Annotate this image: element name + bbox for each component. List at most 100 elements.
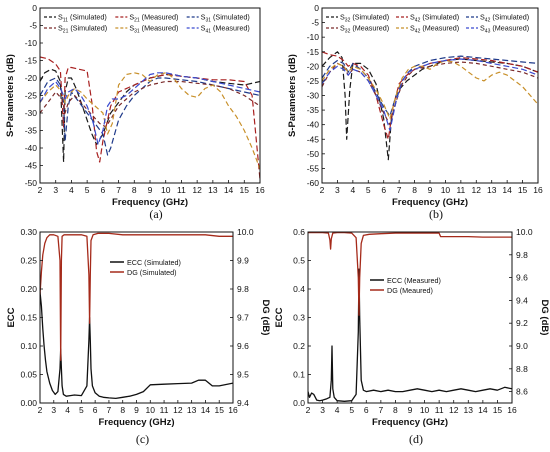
series-group bbox=[308, 232, 512, 402]
x-tick-label: 11 bbox=[160, 405, 169, 415]
x-tick-label: 2 bbox=[38, 185, 43, 195]
x-tick-label: 3 bbox=[51, 405, 56, 415]
y-tick-label: 0.05 bbox=[20, 370, 37, 380]
panel-label: (a) bbox=[149, 207, 162, 221]
x-tick-label: 5 bbox=[79, 405, 84, 415]
series-line-c-0 bbox=[40, 291, 233, 400]
y2-tick-label: 9.7 bbox=[237, 313, 249, 323]
x-tick-label: 6 bbox=[364, 405, 369, 415]
y2-tick-label: 9.8 bbox=[516, 250, 528, 260]
x-tick-label: 15 bbox=[240, 185, 250, 195]
y-tick-label: -10 bbox=[25, 38, 38, 48]
legend-subscript: 31 bbox=[134, 29, 140, 35]
series-line-b-2 bbox=[322, 55, 538, 117]
y-tick-label: 0.1 bbox=[293, 370, 305, 380]
y-tick-label: -30 bbox=[307, 91, 320, 101]
x-tick-label: 10 bbox=[161, 185, 171, 195]
y2-tick-label: 9.4 bbox=[516, 295, 528, 305]
plot-frame bbox=[321, 7, 539, 184]
x-tick-label: 15 bbox=[493, 405, 503, 415]
legend-subscript: 31 bbox=[205, 18, 211, 24]
x-tick-label: 14 bbox=[478, 405, 488, 415]
legend-symbol: S bbox=[58, 24, 63, 33]
y-tick-label: 0.00 bbox=[20, 398, 37, 408]
legend: S11 (Simulated) S21 (Measured) S31 (Simula… bbox=[44, 13, 250, 35]
legend-entry: S32 (Measured) bbox=[340, 24, 389, 35]
x-tick-label: 3 bbox=[53, 185, 58, 195]
x-tick-label: 16 bbox=[255, 185, 265, 195]
legend-symbol: S bbox=[410, 24, 415, 33]
panel-label: (b) bbox=[429, 207, 443, 221]
y-tick-label: -15 bbox=[25, 56, 38, 66]
series-group bbox=[322, 51, 538, 161]
x-tick-label: 3 bbox=[335, 185, 340, 195]
y2-tick-label: 9.4 bbox=[237, 398, 249, 408]
legend-entry: ECC (Measured) bbox=[387, 276, 441, 285]
series-group bbox=[40, 232, 233, 400]
legend-symbol: S bbox=[129, 24, 134, 33]
legend-subscript: 41 bbox=[205, 29, 211, 35]
y2-tick-label: 8.8 bbox=[516, 364, 528, 374]
y-tick-label: -10 bbox=[307, 32, 320, 42]
x-axis-title: Frequency (GHz) bbox=[98, 417, 174, 428]
y2-axis-title: DG (dB) bbox=[260, 300, 271, 336]
legend-symbol: S bbox=[480, 13, 485, 22]
y2-tick-label: 9.6 bbox=[237, 341, 249, 351]
series-line-a-1 bbox=[40, 56, 260, 180]
legend-entry: S42 (Measured) bbox=[410, 24, 459, 35]
plot-frame bbox=[39, 7, 261, 184]
plot-frame bbox=[307, 231, 513, 404]
y-tick-label: -25 bbox=[307, 76, 320, 86]
x-tick-label: 9 bbox=[134, 405, 139, 415]
y-tick-label: 0 bbox=[314, 3, 319, 13]
y-tick-label: -45 bbox=[307, 134, 320, 144]
x-tick-label: 13 bbox=[187, 405, 197, 415]
y-tick-label: 0.10 bbox=[20, 341, 37, 351]
legend-subscript: 42 bbox=[415, 18, 421, 24]
x-tick-label: 14 bbox=[201, 405, 211, 415]
x-tick-label: 16 bbox=[228, 405, 238, 415]
y-tick-label: -20 bbox=[25, 73, 38, 83]
series-line-b-3 bbox=[322, 61, 538, 126]
legend-subscript: 42 bbox=[485, 18, 491, 24]
x-tick-label: 8 bbox=[393, 405, 398, 415]
x-tick-label: 9 bbox=[408, 405, 413, 415]
y-tick-label: 0.4 bbox=[293, 284, 305, 294]
legend: S32 (Simulated) S42 (Simulated) S42 (Simul… bbox=[326, 13, 529, 35]
y2-tick-label: 9.5 bbox=[237, 370, 249, 380]
series-line-a-5 bbox=[40, 72, 260, 146]
x-tick-label: 10 bbox=[420, 405, 430, 415]
legend-entry: S41 (Measured) bbox=[201, 24, 250, 35]
x-tick-label: 8 bbox=[120, 405, 125, 415]
x-tick-label: 7 bbox=[378, 405, 383, 415]
x-tick-label: 3 bbox=[320, 405, 325, 415]
y-tick-label: -45 bbox=[25, 161, 38, 171]
x-tick-label: 16 bbox=[507, 405, 517, 415]
x-tick-label: 5 bbox=[349, 405, 354, 415]
legend-entry: S42 (Simulated) bbox=[410, 13, 459, 24]
x-tick-label: 11 bbox=[435, 405, 444, 415]
x-tick-label: 13 bbox=[208, 185, 218, 195]
y2-tick-label: 10.0 bbox=[237, 227, 254, 237]
legend-tag: (Measured) bbox=[490, 24, 529, 33]
x-tick-label: 15 bbox=[518, 185, 528, 195]
chart-d: 2 3 4 5 6 7 8 9 10 11 12 13 14 15 16 0.0 0.1 0.2 0.3 0.4 0.5… bbox=[274, 227, 550, 446]
legend-tag: (Measured) bbox=[350, 24, 389, 33]
series-line-d-0 bbox=[308, 268, 512, 402]
x-tick-label: 8 bbox=[132, 185, 137, 195]
legend-subscript: 11 bbox=[63, 18, 68, 24]
y-tick-label: 0.20 bbox=[20, 284, 37, 294]
series-line-d-1 bbox=[308, 232, 512, 316]
y-tick-label: 0.15 bbox=[20, 313, 37, 323]
x-tick-label: 16 bbox=[533, 185, 543, 195]
x-tick-label: 4 bbox=[69, 185, 74, 195]
x-tick-label: 2 bbox=[38, 405, 43, 415]
legend-entry: S11 (Simulated) bbox=[58, 13, 107, 24]
legend-entry: S42 (Simulated) bbox=[480, 13, 529, 24]
series-group bbox=[40, 56, 260, 180]
x-tick-label: 8 bbox=[412, 185, 417, 195]
y2-tick-label: 9.8 bbox=[237, 284, 249, 294]
x-tick-label: 5 bbox=[85, 185, 90, 195]
y-axis-title: S-Parameters (dB) bbox=[5, 54, 16, 137]
